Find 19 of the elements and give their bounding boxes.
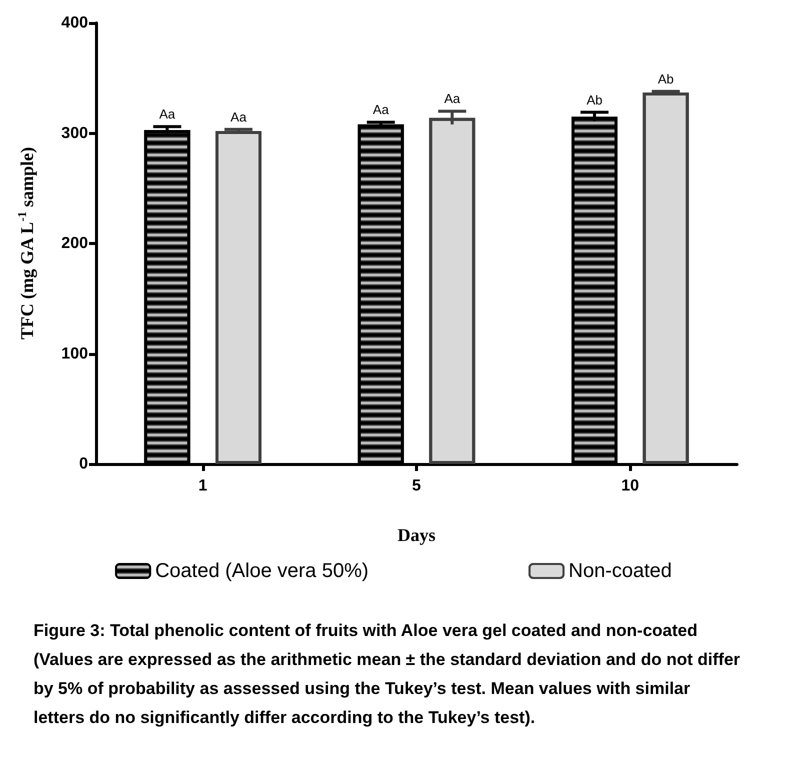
y-tick-label: 300 [61, 124, 88, 142]
x-axis-title: Days [397, 525, 436, 545]
y-tick-label: 400 [61, 14, 88, 32]
x-tick-label: 1 [198, 478, 208, 494]
data-label: Aa [372, 102, 390, 118]
data-label: Ab [586, 92, 602, 108]
y-axis-title: TFC (mg GA L-1 sample) [15, 147, 37, 340]
y-tick-label: 0 [79, 456, 88, 472]
x-tick-label: 5 [412, 478, 422, 494]
legend-label: Coated (Aloe vera 50%) [155, 560, 369, 582]
caption: Figure 3: Total phenolic content of fruits with Aloe vera gel coated and non-coated (Values are expressed as the arithmetic mean ± the standard deviation and do not differ by 5% of probability as assessed using the Tukey’s test. Mean values with similar letters do no significantly differ according to the Tukey’s test). [34, 621, 745, 727]
data-label: Aa [159, 106, 176, 122]
x-tick-label: 10 [621, 478, 640, 494]
data-label: Aa [230, 109, 248, 124]
legend-label: Non-coated [568, 560, 672, 582]
data-label: Aa [444, 91, 461, 106]
y-tick-label: 100 [61, 345, 88, 362]
y-tick-label: 200 [61, 235, 88, 252]
data-label: Ab [658, 71, 674, 86]
